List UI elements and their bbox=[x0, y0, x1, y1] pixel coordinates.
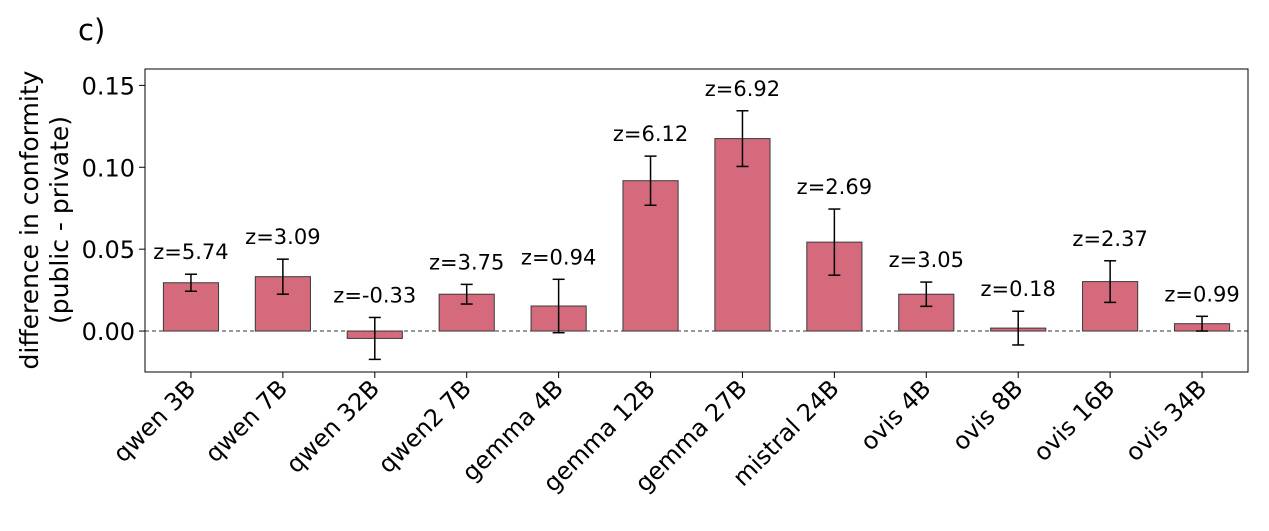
z-score-label: z=5.74 bbox=[153, 240, 228, 264]
x-tick-label: ovis 16B bbox=[1028, 374, 1120, 466]
z-score-label: z=3.75 bbox=[429, 250, 504, 274]
plot-area: z=5.74 qwen 3B z=3.09 qwen 7B z=-0.33 qwen 32… bbox=[82, 68, 1249, 498]
panel-label: c) bbox=[78, 13, 105, 47]
y-tick-label: 0.00 bbox=[82, 318, 135, 346]
y-axis-label-line-1: difference in conformity bbox=[15, 70, 44, 369]
bar bbox=[714, 138, 771, 332]
z-score-label: z=2.69 bbox=[797, 175, 872, 199]
z-score-label: z=0.99 bbox=[1164, 282, 1239, 306]
x-tick-label: ovis 4B bbox=[855, 374, 937, 456]
y-tick-label: 0.15 bbox=[82, 72, 135, 100]
z-score-label: z=0.94 bbox=[521, 245, 596, 269]
y-tick-label: 0.05 bbox=[82, 236, 135, 264]
plot-frame bbox=[144, 68, 1249, 373]
z-score-label: z=3.09 bbox=[245, 225, 320, 249]
z-score-label: z=6.12 bbox=[613, 122, 688, 146]
y-axis-label-line-2: (public - private) bbox=[45, 116, 74, 324]
x-tick-label: qwen 32B bbox=[281, 374, 385, 478]
z-score-label: z=3.05 bbox=[889, 248, 964, 272]
z-score-label: z=6.92 bbox=[705, 77, 780, 101]
x-tick-label: qwen 3B bbox=[108, 374, 201, 467]
z-score-label: z=2.37 bbox=[1072, 227, 1147, 251]
z-score-label: z=0.18 bbox=[981, 277, 1056, 301]
z-score-label: z=-0.33 bbox=[333, 283, 416, 307]
x-tick-label: qwen 7B bbox=[200, 374, 293, 467]
x-tick-label: ovis 34B bbox=[1120, 374, 1212, 466]
x-tick-label: ovis 8B bbox=[947, 374, 1029, 456]
y-tick-label: 0.10 bbox=[82, 154, 135, 182]
